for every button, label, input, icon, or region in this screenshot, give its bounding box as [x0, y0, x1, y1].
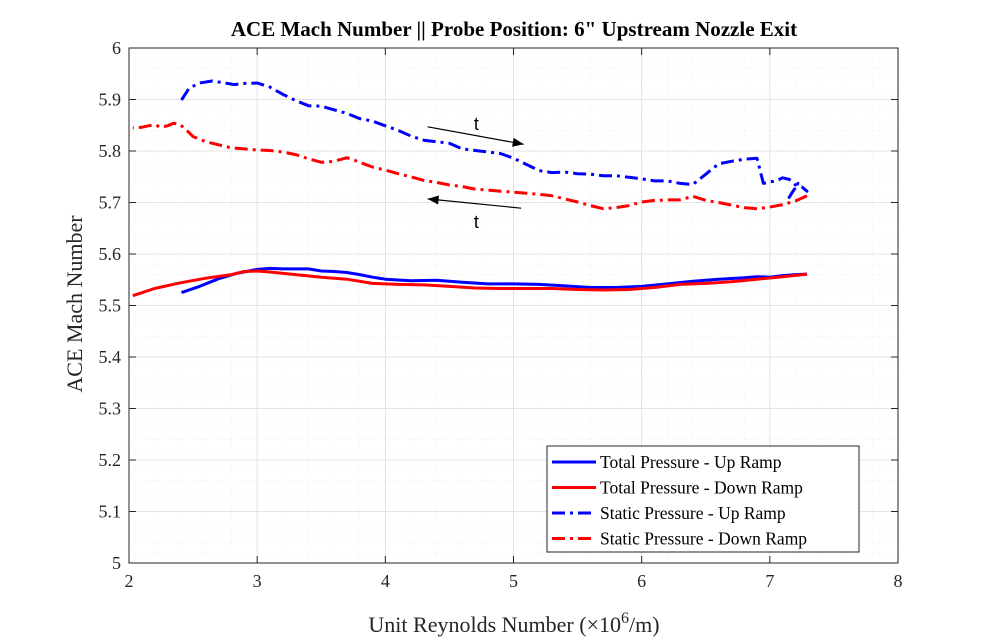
x-tick-label: 3: [253, 571, 262, 591]
annotation-layer: tt: [427, 114, 524, 232]
legend-label: Static Pressure - Down Ramp: [600, 529, 807, 549]
y-tick-label: 6: [112, 38, 121, 58]
legend-label: Total Pressure - Down Ramp: [600, 478, 803, 498]
legend: Total Pressure - Up Ramp Total Pressure -…: [546, 445, 860, 553]
time-arrow-head: [427, 195, 439, 205]
time-arrow-label: t: [474, 212, 479, 232]
x-tick-label: 8: [894, 571, 903, 591]
x-tick-label: 2: [125, 571, 134, 591]
chart-title: ACE Mach Number || Probe Position: 6" Up…: [231, 17, 797, 41]
x-axis-label-suffix: /m): [629, 612, 660, 637]
y-tick-label: 5.9: [99, 90, 122, 110]
x-axis-label-prefix: Unit Reynolds Number (: [368, 612, 586, 637]
legend-label: Static Pressure - Up Ramp: [600, 503, 786, 523]
y-tick-label: 5.6: [99, 244, 122, 264]
x-tick-label: 5: [509, 571, 518, 591]
axis-ticks: [128, 47, 899, 564]
legend-box: [546, 445, 860, 553]
y-tick-label: 5.3: [99, 399, 122, 419]
y-tick-label: 5.2: [99, 450, 122, 470]
y-tick-label: 5.1: [99, 502, 122, 522]
time-arrow-shaft: [427, 198, 522, 209]
x-axis-label-exponent: 6: [621, 610, 629, 627]
time-arrow-shaft: [427, 126, 524, 145]
y-tick-label: 5.7: [99, 193, 122, 213]
y-tick-label: 5.4: [99, 347, 122, 367]
x-tick-labels: 2 3 4 5 6 7 8: [125, 571, 903, 591]
legend-label: Total Pressure - Up Ramp: [600, 452, 782, 472]
x-tick-label: 7: [765, 571, 774, 591]
y-tick-label: 5.8: [99, 141, 122, 161]
time-arrow-label: t: [474, 114, 479, 134]
y-tick-labels: 5 5.1 5.2 5.3 5.4 5.5 5.6 5.7 5.8 5.9 6: [99, 38, 122, 573]
x-tick-label: 6: [637, 571, 646, 591]
series-layer: [132, 79, 809, 298]
series-line-total-pressure-up-ramp: [181, 266, 808, 295]
series-line-total-pressure-down-ramp: [132, 269, 808, 298]
y-tick-label: 5.5: [99, 296, 122, 316]
time-arrow-head: [512, 137, 524, 147]
y-axis-label: ACE Mach Number: [62, 215, 87, 393]
x-axis-label-times: ×10: [587, 612, 621, 637]
series-line-static-pressure-up-ramp: [180, 79, 809, 199]
series-line-static-pressure-down-ramp: [132, 121, 808, 211]
y-tick-label: 5: [112, 553, 121, 573]
x-axis-label: Unit Reynolds Number (×106/m): [368, 610, 659, 637]
legend-items: Total Pressure - Up Ramp Total Pressure -…: [552, 452, 807, 549]
x-tick-label: 4: [381, 571, 390, 591]
